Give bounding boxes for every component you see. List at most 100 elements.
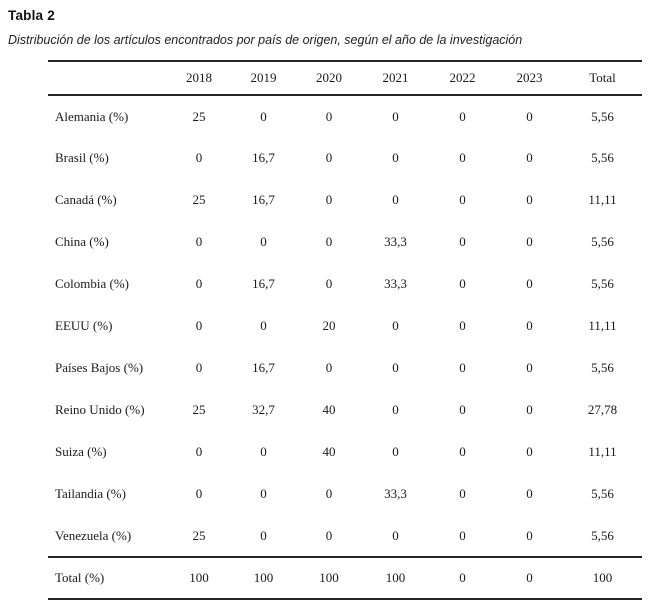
row-label: EEUU (%): [55, 318, 113, 333]
cell-value: 11,11: [588, 192, 617, 207]
cell-value: 0: [392, 360, 399, 375]
cell-value: 0: [392, 192, 399, 207]
country-row: Suiza (%) 0 0 40 0 0 0 11,11: [48, 431, 642, 473]
cell-value: 0: [325, 150, 333, 165]
cell-value: 0: [392, 318, 399, 333]
cell-value: 0: [526, 486, 533, 501]
country-row: Brasil (%) 0 16,7 0 0 0 0 5,56: [48, 137, 642, 179]
table-description-caption: Distribución de los artículos encontrado…: [8, 33, 523, 47]
cell-value: 40: [322, 402, 336, 417]
cell-value: 0: [459, 402, 466, 417]
cell-value: 16,7: [252, 192, 275, 207]
table-number-title: Tabla 2: [8, 8, 55, 23]
cell-value: 0: [325, 486, 333, 501]
cell-value: 0: [392, 108, 399, 124]
cell-value: 0: [459, 570, 466, 585]
cell-value: 20: [322, 318, 336, 333]
cell-value: 5,56: [591, 108, 614, 124]
cell-value: 0: [526, 150, 533, 165]
cell-value: 0: [526, 444, 533, 459]
cell-value: 0: [526, 318, 533, 333]
cell-value: 11,11: [588, 444, 617, 459]
country-row: EEUU (%) 0 0 20 0 0 0 11,11: [48, 305, 642, 347]
row-label: China (%): [55, 234, 109, 249]
row-label: Canadá (%): [55, 192, 117, 207]
row-label: Colombia (%): [55, 276, 130, 291]
cell-value: 0: [459, 444, 466, 459]
row-label: Total (%): [55, 570, 105, 585]
cell-value: 0: [459, 276, 466, 291]
column-header-2022: 2022: [449, 70, 476, 85]
table-body: Alemania (%) 25 0 0 0 0 0 5,56 Brasil (%) 0 16,7 0 0…: [48, 95, 642, 599]
cell-value: 0: [195, 276, 203, 291]
country-row: Países Bajos (%) 0 16,7 0 0 0 0 5,56: [48, 347, 642, 389]
column-header-2023: 2023: [516, 70, 543, 85]
table-caption-block: Tabla 2 Distribución de los artículos en…: [0, 0, 652, 47]
cell-value: 0: [260, 486, 267, 501]
cell-value: 0: [260, 234, 267, 249]
row-label: Brasil (%): [55, 150, 109, 165]
cell-value: 0: [325, 234, 333, 249]
cell-value: 0: [195, 150, 203, 165]
cell-value: 0: [260, 108, 267, 124]
cell-value: 16,7: [252, 360, 275, 375]
column-header-2021: 2021: [382, 70, 409, 85]
cell-value: 33,3: [384, 234, 407, 249]
country-row: Tailandia (%) 0 0 0 33,3 0 0 5,56: [48, 473, 642, 515]
cell-value: 0: [459, 234, 466, 249]
cell-value: 0: [526, 402, 533, 417]
cell-value: 0: [195, 234, 203, 249]
cell-value: 0: [526, 108, 533, 124]
row-label: Alemania (%): [55, 108, 129, 124]
header-row: 2018 2019 2020 2021 2022 2023 Total: [48, 61, 642, 95]
cell-value: 0: [526, 234, 533, 249]
cell-value: 40: [322, 444, 336, 459]
cell-value: 16,7: [252, 276, 275, 291]
row-label: Países Bajos (%): [55, 360, 144, 375]
country-row: Venezuela (%) 25 0 0 0 0 0 5,56: [48, 515, 642, 557]
country-year-distribution-table: 2018 2019 2020 2021 2022 2023 Total Alemania (…: [48, 60, 642, 600]
cell-value: 5,56: [591, 360, 614, 375]
cell-value: 25: [192, 527, 206, 543]
cell-value: 0: [459, 192, 466, 207]
cell-value: 5,56: [591, 486, 614, 501]
cell-value: 25: [192, 108, 206, 124]
cell-value: 0: [459, 150, 466, 165]
cell-value: 0: [325, 192, 333, 207]
cell-value: 0: [526, 192, 533, 207]
cell-value: 0: [195, 486, 203, 501]
cell-value: 0: [459, 486, 466, 501]
cell-value: 0: [459, 527, 466, 543]
row-label: Tailandia (%): [55, 486, 126, 501]
cell-value: 25: [192, 192, 206, 207]
cell-value: 0: [459, 360, 466, 375]
cell-value: 0: [526, 276, 533, 291]
table-header: 2018 2019 2020 2021 2022 2023 Total: [48, 61, 642, 95]
cell-value: 0: [260, 444, 267, 459]
cell-value: 5,56: [591, 527, 614, 543]
cell-value: 0: [459, 318, 466, 333]
column-header-2018: 2018: [186, 70, 212, 85]
corner-cell: [48, 61, 167, 95]
country-row: China (%) 0 0 0 33,3 0 0 5,56: [48, 221, 642, 263]
cell-value: 33,3: [384, 276, 407, 291]
cell-value: 27,78: [587, 402, 618, 417]
cell-value: 5,56: [591, 276, 614, 291]
cell-value: 0: [526, 360, 533, 375]
row-label: Suiza (%): [55, 444, 107, 459]
cell-value: 5,56: [591, 234, 614, 249]
cell-value: 100: [592, 570, 613, 585]
cell-value: 0: [195, 444, 203, 459]
cell-value: 16,7: [252, 150, 275, 165]
country-row: Canadá (%) 25 16,7 0 0 0 0 11,11: [48, 179, 642, 221]
cell-value: 32,7: [252, 402, 275, 417]
cell-value: 100: [385, 570, 406, 585]
cell-value: 0: [195, 360, 203, 375]
cell-value: 0: [392, 150, 399, 165]
cell-value: 0: [526, 527, 533, 543]
cell-value: 0: [392, 527, 399, 543]
cell-value: 0: [260, 318, 267, 333]
cell-value: 0: [325, 108, 333, 124]
cell-value: 25: [192, 402, 206, 417]
